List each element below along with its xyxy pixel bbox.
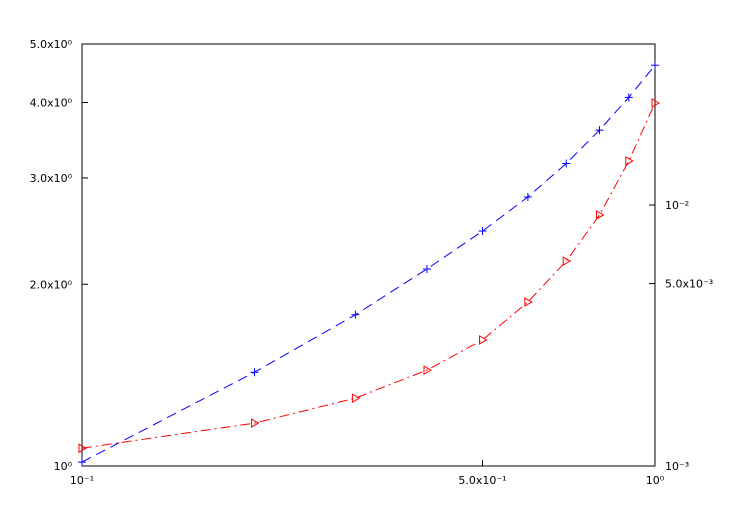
marker [351, 310, 360, 319]
marker [524, 297, 533, 307]
marker [624, 93, 633, 102]
plot-frame [81, 43, 656, 467]
y-tick-label: 3.0x10⁰ [30, 172, 73, 185]
y2-tick-label: 10⁻³ [665, 460, 689, 473]
marker [595, 126, 604, 135]
marker [250, 418, 260, 428]
marker [595, 210, 605, 220]
y2-tick-label: 5.0x10⁻³ [665, 278, 713, 291]
marker [562, 256, 572, 266]
marker [523, 192, 532, 201]
marker [562, 159, 571, 168]
x-tick-label: 10⁻¹ [70, 474, 94, 487]
y2-tick-label: 10⁻² [665, 199, 689, 212]
marker [651, 98, 661, 108]
marker [351, 393, 361, 403]
y-tick-label: 5.0x10⁰ [30, 38, 73, 51]
y-tick-label: 2.0x10⁰ [30, 278, 73, 291]
marker [625, 156, 634, 166]
marker [479, 335, 488, 345]
x-tick-label: 10⁰ [646, 474, 665, 487]
marker [423, 365, 432, 375]
marker [422, 264, 431, 273]
series-line [81, 102, 656, 449]
x-tick-label: 5.0x10⁻¹ [458, 474, 506, 487]
marker [78, 458, 86, 467]
marker [651, 61, 659, 70]
marker [478, 227, 487, 236]
y-tick-label: 10⁰ [54, 460, 73, 473]
series-line [81, 64, 656, 463]
marker [250, 368, 259, 377]
y-tick-label: 4.0x10⁰ [30, 97, 73, 110]
marker [78, 443, 88, 454]
